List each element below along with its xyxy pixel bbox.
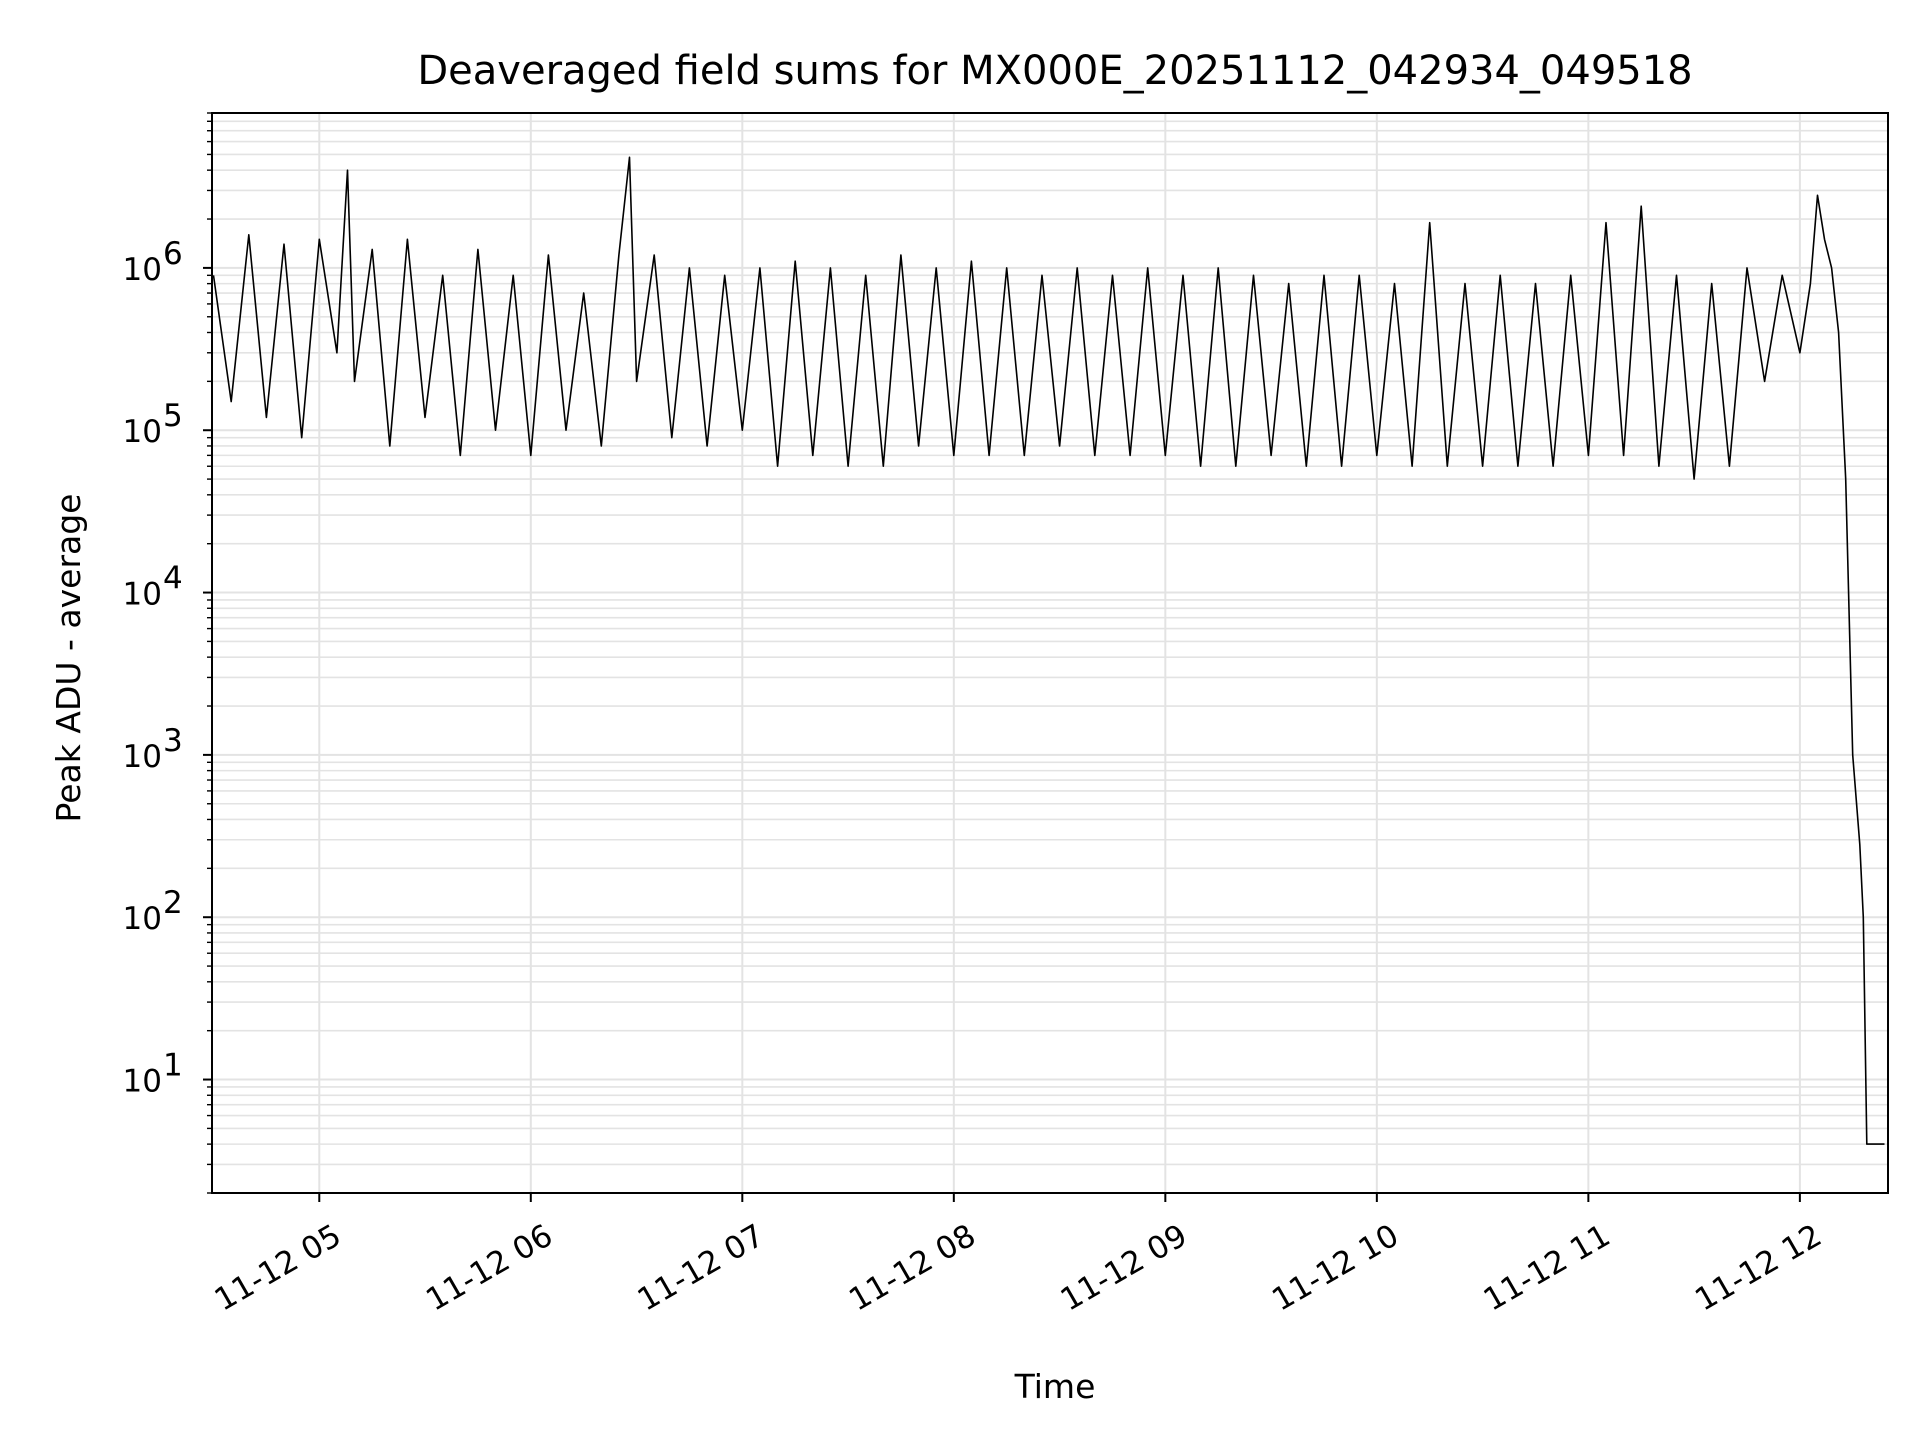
y-tick-exponent: 5 bbox=[163, 398, 183, 434]
grid bbox=[212, 112, 1888, 1194]
x-axis-label: Time bbox=[1014, 1367, 1096, 1406]
plot-frame bbox=[211, 112, 1889, 1194]
y-tick-exponent: 4 bbox=[163, 561, 183, 597]
y-tick-label: 10 bbox=[123, 901, 162, 937]
chart-title: Deaveraged field sums for MX000E_2025111… bbox=[417, 48, 1692, 94]
y-tick-label: 10 bbox=[123, 414, 162, 450]
y-tick-label: 10 bbox=[123, 252, 162, 288]
y-tick-exponent: 2 bbox=[163, 885, 183, 921]
y-tick-exponent: 1 bbox=[163, 1048, 183, 1084]
y-axis-label: Peak ADU - average bbox=[49, 494, 88, 823]
y-tick-exponent: 6 bbox=[163, 236, 183, 272]
y-tick-label: 10 bbox=[123, 577, 162, 613]
series-line bbox=[212, 156, 1885, 1145]
y-tick-label: 10 bbox=[123, 1064, 162, 1100]
series-layer bbox=[212, 156, 1885, 1145]
y-tick-exponent: 3 bbox=[163, 723, 183, 759]
y-tick-label: 10 bbox=[123, 739, 162, 775]
